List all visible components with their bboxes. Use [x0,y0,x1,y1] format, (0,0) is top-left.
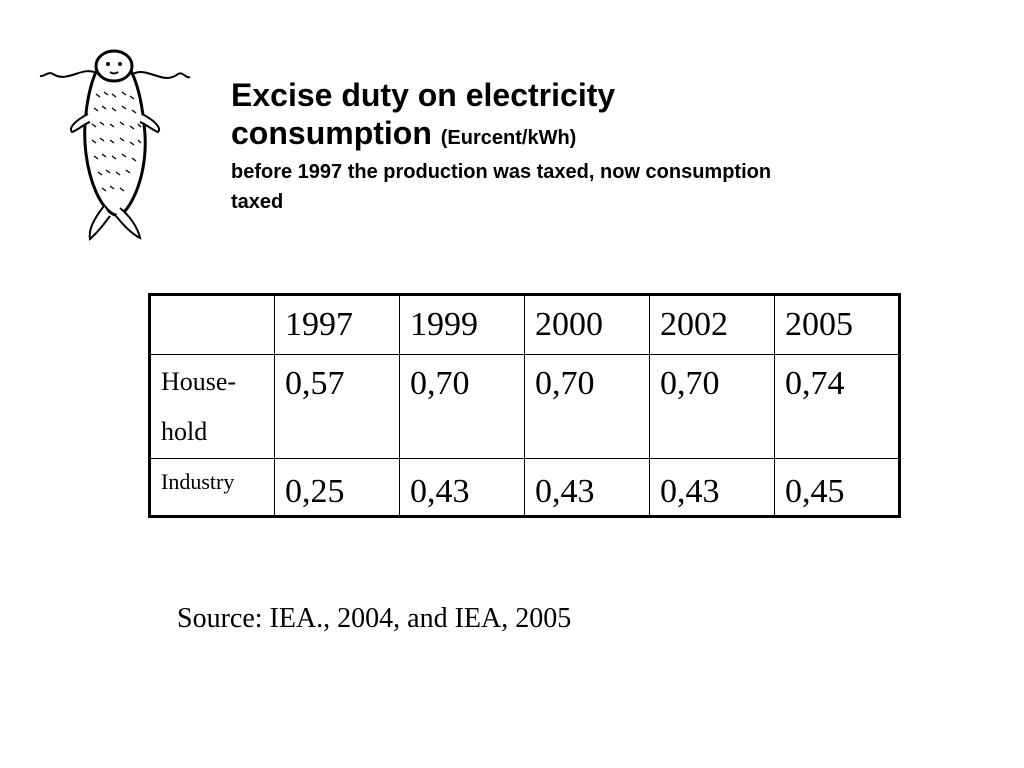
table-cell: 0,45 [774,458,900,517]
slide-subtitle: before 1997 the production was taxed, no… [231,161,772,213]
year-header-2005: 2005 [774,294,900,355]
table-row-industry: Industry 0,25 0,43 0,43 0,43 0,45 [149,458,900,517]
table-cell: 0,25 [274,458,400,517]
table-cell: 0,70 [399,354,525,459]
table-corner-cell [149,294,275,355]
row-label-household: House-hold [149,354,275,459]
table-cell: 0,70 [524,354,650,459]
title-block: Excise duty on electricity consumption (… [231,76,791,217]
table-cell: 0,43 [649,458,775,517]
table-cell: 0,43 [399,458,525,517]
excise-duty-table: 1997 1999 2000 2002 2005 House-hold 0,57… [148,293,901,518]
year-header-1997: 1997 [274,294,400,355]
seal-logo-icon [39,49,191,241]
table-cell: 0,70 [649,354,775,459]
table-cell: 0,57 [274,354,400,459]
table-cell: 0,74 [774,354,900,459]
source-note: Source: IEA., 2004, and IEA, 2005 [177,603,572,634]
slide-title-unit: (Eurcent/kWh) [440,127,577,149]
slide-title: Excise duty on electricity consumption (… [231,76,791,157]
year-header-2002: 2002 [649,294,775,355]
table-cell: 0,43 [524,458,650,517]
row-label-industry: Industry [149,458,275,517]
slide-title-text: Excise duty on electricity consumption [231,77,616,151]
table-row-household: House-hold 0,57 0,70 0,70 0,70 0,74 [149,354,900,459]
year-header-1999: 1999 [399,294,525,355]
year-header-2000: 2000 [524,294,650,355]
table-header-row: 1997 1999 2000 2002 2005 [149,294,900,355]
